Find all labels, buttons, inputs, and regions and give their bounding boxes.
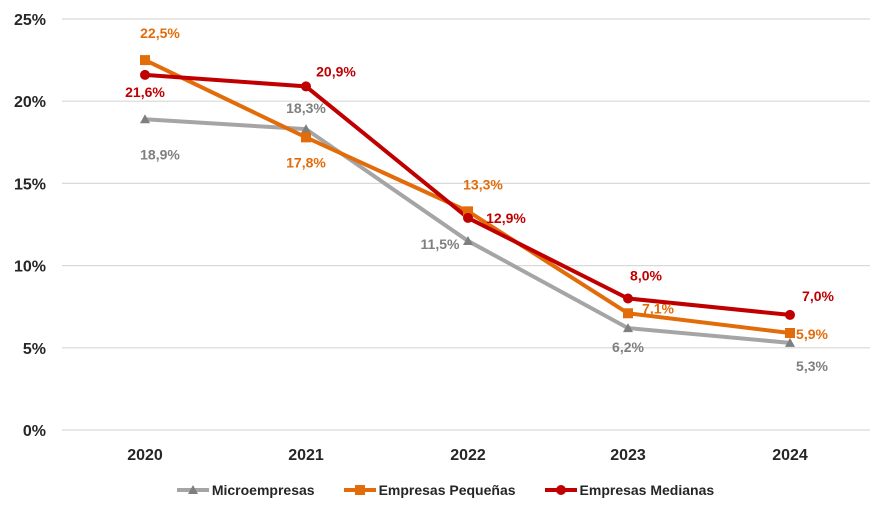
data-label: 13,3%	[463, 176, 503, 192]
data-label: 7,0%	[802, 288, 834, 304]
data-label: 6,2%	[612, 339, 644, 355]
series-line-empresas-medianas	[144, 72, 791, 317]
data-label: 22,5%	[140, 25, 180, 41]
data-label: 7,1%	[642, 300, 674, 316]
data-point-circle	[555, 485, 566, 495]
data-point-square	[140, 55, 150, 66]
y-tick-label: 25%	[14, 12, 46, 29]
data-point-circle	[140, 69, 150, 80]
data-point-triangle	[140, 114, 150, 124]
data-point-circle	[463, 212, 473, 223]
legend-triangle-icon	[176, 485, 209, 494]
data-point-triangle	[463, 235, 473, 245]
data-point-circle	[301, 81, 311, 92]
data-point-triangle	[785, 337, 795, 347]
y-tick-label: 10%	[14, 259, 46, 276]
data-point-circle	[623, 293, 633, 304]
legend: Microempresas Empresas Pequeñas Empresas M…	[0, 482, 890, 498]
series-line-microempresas	[144, 117, 791, 345]
data-label: 5,9%	[796, 326, 828, 342]
legend-label: Microempresas	[211, 482, 315, 498]
data-label: 17,8%	[286, 154, 326, 170]
y-tick-label: 0%	[23, 423, 46, 440]
data-point-triangle	[301, 124, 311, 134]
data-point-circle	[785, 309, 795, 320]
legend-circle-icon	[544, 485, 577, 495]
data-label: 12,9%	[486, 210, 526, 226]
series-lines	[140, 55, 795, 347]
gridlines	[62, 18, 870, 431]
data-label: 18,3%	[286, 100, 326, 116]
data-point-square	[623, 308, 633, 319]
data-label: 20,9%	[316, 63, 356, 79]
legend-label: Empresas Medianas	[579, 482, 715, 498]
data-labels: 18,9% 18,3% 11,5% 6,2% 5,3% 22,5% 17,8% 13,3% 7,…	[125, 25, 834, 374]
data-point-square	[354, 485, 365, 495]
data-label: 8,0%	[630, 267, 662, 283]
legend-square-icon	[343, 485, 376, 495]
legend-label: Empresas Pequeñas	[378, 482, 516, 498]
x-tick-label: 2024	[772, 447, 808, 464]
data-point-square	[785, 328, 795, 339]
data-point-square	[463, 206, 473, 217]
y-tick-label: 5%	[23, 341, 46, 358]
data-point-square	[301, 132, 311, 143]
data-point-triangle	[187, 485, 198, 494]
data-label: 21,6%	[125, 84, 165, 100]
x-axis-ticks: 2020 2021 2022 2023 2024	[127, 447, 808, 464]
data-point-triangle	[623, 323, 633, 333]
y-tick-label: 20%	[14, 94, 46, 111]
legend-item: Microempresas	[176, 482, 315, 498]
legend-item: Empresas Medianas	[544, 482, 715, 498]
data-label: 11,5%	[421, 236, 460, 252]
x-tick-label: 2022	[450, 447, 486, 464]
x-tick-label: 2020	[127, 447, 163, 464]
x-tick-label: 2021	[288, 447, 324, 464]
y-axis-ticks: 0% 5% 10% 15% 20% 25%	[14, 12, 46, 440]
x-tick-label: 2023	[610, 447, 646, 464]
legend-item: Empresas Pequeñas	[343, 482, 516, 498]
data-label: 5,3%	[796, 358, 828, 374]
y-tick-label: 15%	[14, 176, 46, 193]
data-label: 18,9%	[140, 146, 180, 162]
